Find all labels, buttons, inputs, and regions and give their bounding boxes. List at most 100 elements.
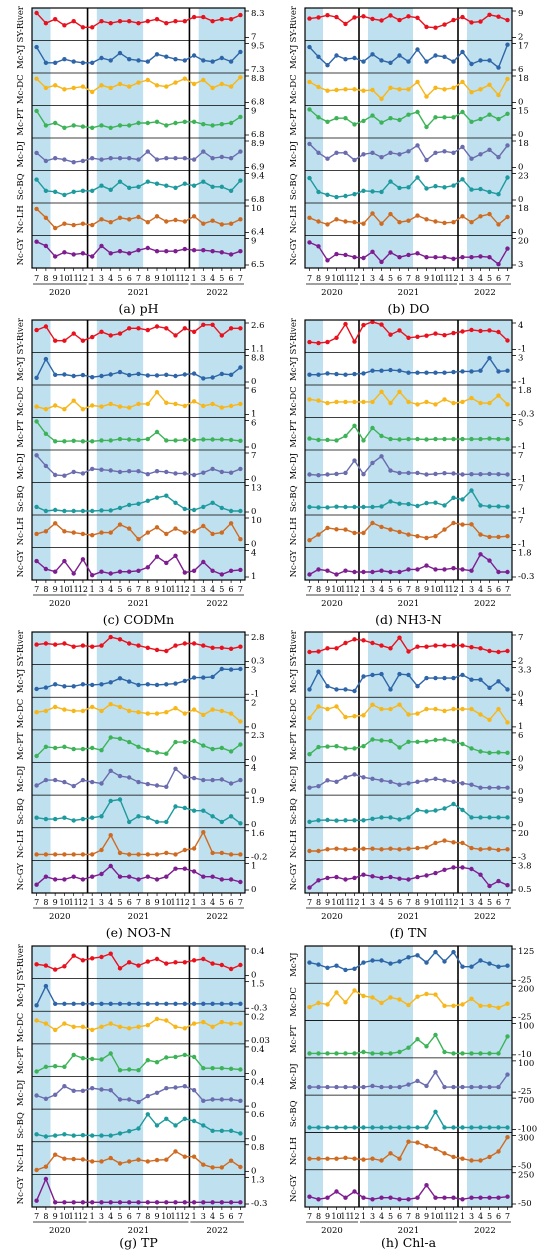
data-point	[505, 214, 510, 220]
data-point	[154, 157, 160, 162]
y-max-label: 7	[518, 633, 523, 643]
month-tick-label: 6	[397, 274, 402, 283]
data-point	[379, 454, 384, 459]
data-point	[442, 675, 447, 681]
data-point	[80, 407, 86, 412]
data-point	[34, 10, 39, 16]
y-max-label: 5	[518, 419, 523, 429]
data-point	[53, 1092, 58, 1098]
data-point	[343, 21, 348, 27]
data-point	[460, 497, 465, 502]
data-point	[379, 958, 384, 963]
data-point	[228, 1001, 234, 1006]
data-point	[201, 122, 206, 127]
data-point	[71, 373, 76, 379]
data-point	[325, 1084, 330, 1090]
data-point	[80, 1024, 86, 1030]
data-point	[325, 371, 330, 376]
data-point	[370, 846, 375, 851]
series-label: Mc-YJ	[16, 982, 26, 1007]
data-point	[478, 677, 483, 682]
data-point	[210, 850, 215, 856]
data-point	[451, 643, 456, 648]
data-point	[164, 648, 169, 654]
data-point	[334, 371, 339, 377]
data-point	[505, 785, 510, 790]
data-point	[62, 57, 67, 62]
data-point	[228, 1128, 234, 1134]
data-point	[487, 1084, 492, 1090]
data-point	[62, 641, 67, 646]
y-min-label: -100	[518, 1124, 537, 1134]
data-point	[442, 115, 447, 120]
data-point	[388, 706, 393, 712]
month-tick-label: 7	[238, 1212, 243, 1221]
data-point	[108, 187, 113, 192]
data-point	[325, 13, 330, 18]
series-label: Nc-GY	[289, 1174, 299, 1202]
data-point	[182, 1200, 187, 1205]
data-point	[145, 645, 150, 650]
data-point	[424, 333, 429, 338]
month-tick-label: 5	[388, 1212, 393, 1221]
data-point	[108, 702, 113, 707]
data-point	[108, 571, 113, 576]
series-label: Mc-DC	[289, 386, 299, 416]
data-point	[397, 328, 402, 333]
data-point	[361, 399, 366, 405]
data-point	[173, 185, 178, 190]
data-point	[201, 322, 206, 327]
data-point	[325, 472, 330, 477]
data-point	[127, 405, 132, 410]
series-label: Mc-PT	[289, 108, 299, 136]
year-label: 2021	[398, 912, 420, 922]
panel-title: (f) TN	[390, 925, 428, 940]
data-point	[136, 710, 141, 715]
data-point	[238, 1067, 243, 1072]
data-point	[201, 777, 206, 783]
data-point	[99, 569, 104, 574]
data-point	[406, 399, 411, 405]
y-max-label: 4	[518, 698, 523, 708]
data-point	[99, 123, 104, 128]
month-tick-label: 7	[406, 585, 411, 594]
month-tick-label: 8	[145, 898, 150, 907]
data-point	[43, 1176, 49, 1182]
data-point	[496, 534, 501, 540]
data-point	[460, 144, 465, 150]
data-point	[496, 878, 501, 884]
data-point	[173, 120, 178, 126]
data-point	[219, 877, 224, 882]
data-point	[99, 438, 104, 443]
data-point	[108, 1088, 113, 1093]
data-point	[173, 401, 178, 407]
data-point	[442, 1195, 447, 1200]
data-point	[210, 249, 215, 254]
data-point	[397, 569, 402, 575]
data-point	[307, 752, 312, 757]
month-tick-label: 9	[53, 274, 58, 283]
month-tick-label: 9	[325, 274, 330, 283]
data-point	[117, 522, 123, 527]
data-point	[469, 187, 474, 192]
data-point	[442, 87, 447, 92]
data-point	[397, 959, 402, 964]
month-tick-label: 11	[340, 585, 350, 594]
data-point	[343, 433, 348, 439]
month-tick-label: 12	[448, 585, 458, 594]
data-point	[406, 218, 411, 223]
data-point	[388, 1195, 393, 1200]
data-point	[424, 873, 429, 878]
month-tick-label: 9	[154, 585, 159, 594]
data-point	[415, 1037, 420, 1042]
data-point	[388, 13, 393, 18]
data-point	[145, 1058, 150, 1063]
data-point	[460, 436, 465, 442]
data-point	[496, 116, 501, 122]
data-point	[424, 960, 429, 965]
data-point	[361, 59, 366, 64]
data-point	[154, 852, 160, 857]
y-max-label: 3.3	[518, 666, 532, 676]
